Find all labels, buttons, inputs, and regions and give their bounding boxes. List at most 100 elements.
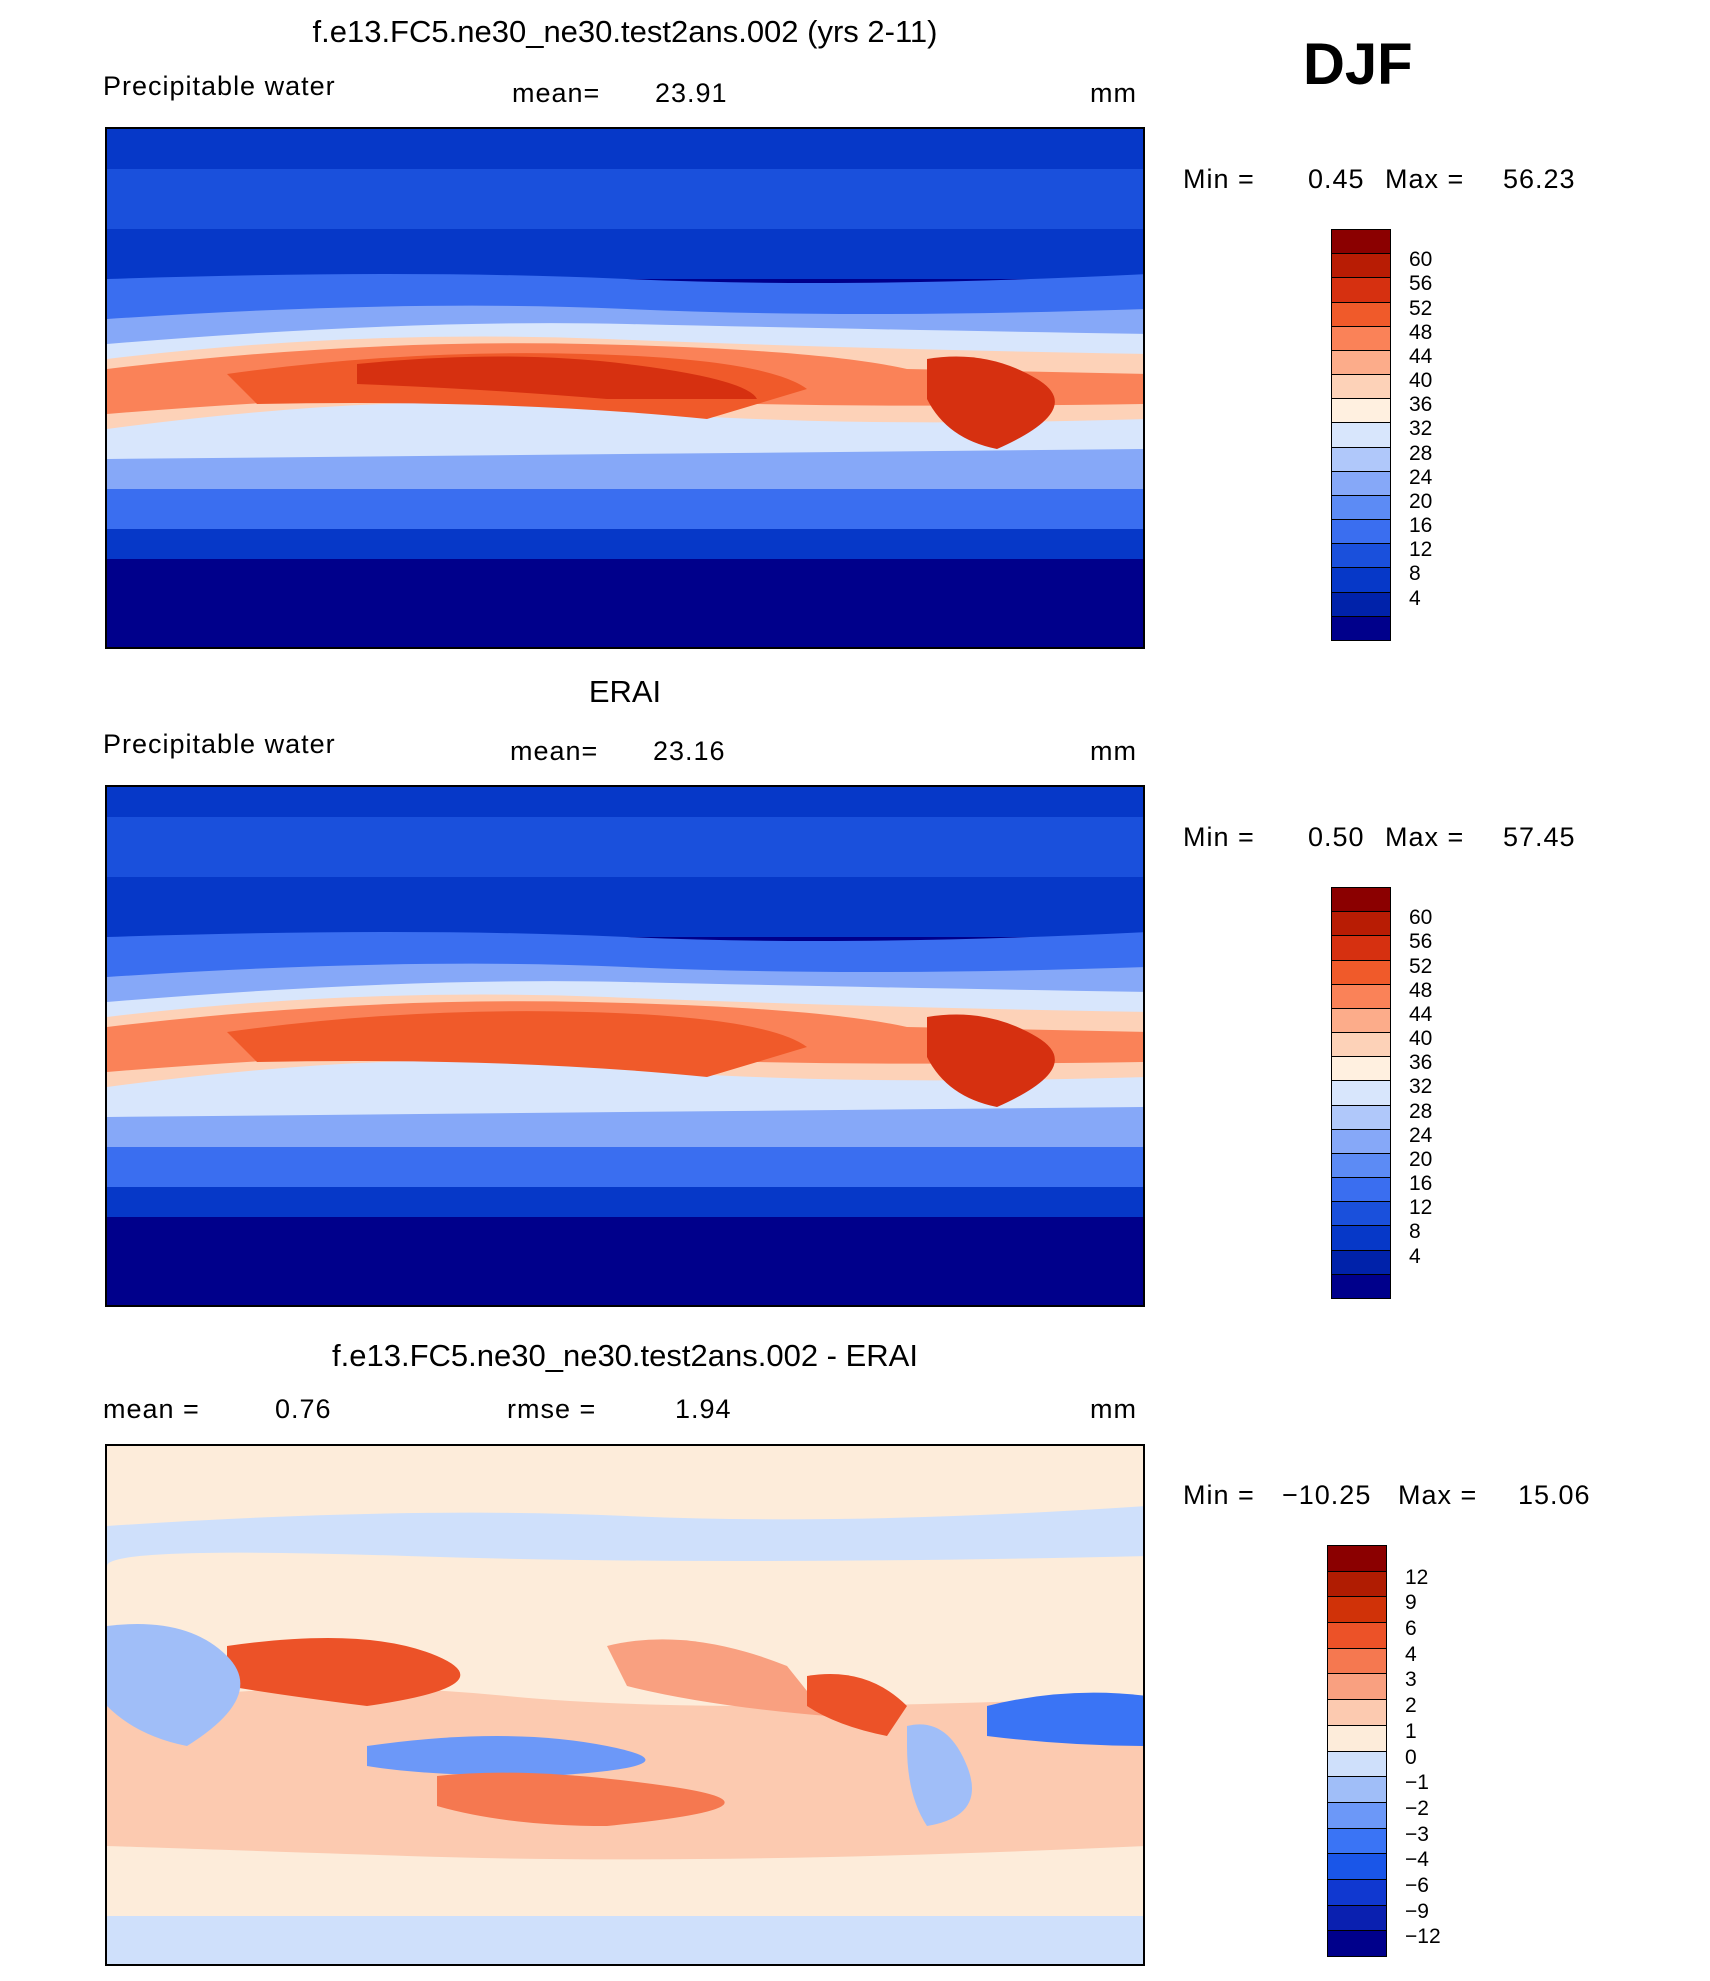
colorbar-tick-label: 48	[1409, 978, 1433, 1002]
colorbar-segment	[1331, 935, 1391, 961]
colorbar-segment	[1327, 1878, 1387, 1906]
colorbar-tick-label: 6	[1405, 1617, 1417, 1641]
colorbar-tick-label: 40	[1409, 1027, 1433, 1051]
colorbar-segment	[1331, 1273, 1391, 1299]
panel1-colorbar: 60 56 52 48 44 40 36 32 28 24 20 16 12 8 4	[1331, 229, 1471, 641]
season-label: DJF	[1303, 32, 1413, 97]
colorbar-segment	[1327, 1904, 1387, 1932]
colorbar-segment	[1331, 1056, 1391, 1082]
panel1-mean-label: mean=	[512, 78, 601, 108]
panel1-max-label: Max =	[1385, 164, 1465, 194]
colorbar-tick-label: −6	[1405, 1873, 1429, 1897]
panel3-map	[105, 1444, 1145, 1966]
panel2-min-value: 0.50	[1308, 822, 1365, 852]
colorbar-tick-label: −12	[1405, 1925, 1441, 1949]
panel3-mean-value: 0.76	[275, 1394, 332, 1424]
colorbar-segment	[1331, 591, 1391, 617]
colorbar-segment	[1331, 615, 1391, 641]
colorbar-tick-label: 60	[1409, 248, 1433, 272]
colorbar-tick-label: 4	[1405, 1642, 1417, 1666]
colorbar-segment	[1327, 1570, 1387, 1598]
colorbar-segment	[1331, 349, 1391, 376]
colorbar-segment	[1331, 398, 1391, 424]
colorbar-tick-label: 56	[1409, 930, 1433, 954]
colorbar-segment	[1331, 422, 1391, 448]
colorbar-segment	[1327, 1724, 1387, 1752]
panel2-title: ERAI	[588, 674, 662, 709]
colorbar-segment	[1327, 1827, 1387, 1855]
colorbar-segment	[1331, 1177, 1391, 1203]
colorbar-tick-label: 1	[1405, 1719, 1417, 1743]
colorbar-segment	[1331, 1249, 1391, 1275]
colorbar-tick-label: 0	[1405, 1745, 1417, 1769]
colorbar-tick-label: 36	[1409, 1051, 1433, 1075]
panel2-map	[105, 785, 1145, 1307]
colorbar-tick-label: 32	[1409, 1075, 1433, 1099]
colorbar-segment	[1327, 1801, 1387, 1829]
colorbar-segment	[1331, 1007, 1391, 1034]
panel3-max-label: Max =	[1398, 1480, 1478, 1510]
colorbar-segment	[1327, 1673, 1387, 1701]
panel2-variable-label: Precipitable water	[103, 729, 336, 759]
panel2-mean-label: mean=	[510, 736, 599, 766]
panel3-mean-label: mean =	[103, 1394, 200, 1424]
colorbar-segment	[1327, 1853, 1387, 1880]
panel2-colorbar: 60 56 52 48 44 40 36 32 28 24 20 16 12 8 4	[1331, 887, 1471, 1299]
colorbar-segment	[1331, 1104, 1391, 1130]
colorbar-tick-label: 8	[1409, 1220, 1421, 1244]
colorbar-segment	[1327, 1750, 1387, 1778]
colorbar-segment	[1331, 543, 1391, 569]
panel3-rmse-label: rmse =	[507, 1394, 597, 1424]
colorbar-segment	[1331, 887, 1391, 913]
panel1-variable-label: Precipitable water	[103, 71, 336, 101]
panel1-map	[105, 127, 1145, 649]
panel2-max-value: 57.45	[1503, 822, 1576, 852]
colorbar-tick-label: 56	[1409, 272, 1433, 296]
colorbar-tick-label: 12	[1409, 538, 1433, 562]
colorbar-segment	[1331, 911, 1391, 937]
colorbar-tick-label: 28	[1409, 1099, 1433, 1123]
panel1-min-value: 0.45	[1308, 164, 1365, 194]
panel1-mean-value: 23.91	[655, 78, 728, 108]
colorbar-tick-label: 40	[1409, 369, 1433, 393]
panel3-max-value: 15.06	[1518, 1480, 1591, 1510]
colorbar-tick-label: 48	[1409, 320, 1433, 344]
panel2-min-label: Min =	[1183, 822, 1255, 852]
panel2-units-label: mm	[1090, 736, 1137, 766]
colorbar-tick-label: 8	[1409, 562, 1421, 586]
colorbar-tick-label: 44	[1409, 1002, 1433, 1026]
colorbar-segment	[1331, 277, 1391, 303]
colorbar-segment	[1331, 983, 1391, 1009]
colorbar-tick-label: 24	[1409, 1123, 1433, 1147]
colorbar-tick-label: 52	[1409, 954, 1433, 978]
colorbar-segment	[1331, 1128, 1391, 1154]
colorbar-segment	[1331, 301, 1391, 327]
panel3-map-field	[107, 1446, 1143, 1964]
colorbar-segment	[1327, 1647, 1387, 1675]
colorbar-segment	[1331, 1225, 1391, 1251]
colorbar-segment	[1331, 519, 1391, 545]
colorbar-segment	[1331, 1032, 1391, 1058]
colorbar-tick-label: 60	[1409, 906, 1433, 930]
colorbar-segment	[1331, 374, 1391, 400]
colorbar-tick-label: −3	[1405, 1822, 1429, 1846]
colorbar-segment	[1327, 1930, 1387, 1957]
panel1-units-label: mm	[1090, 78, 1137, 108]
panel3-min-value: −10.25	[1282, 1480, 1372, 1510]
colorbar-segment	[1331, 494, 1391, 521]
colorbar-tick-label: 36	[1409, 393, 1433, 417]
colorbar-segment	[1331, 1152, 1391, 1179]
panel1-map-field	[107, 129, 1143, 647]
colorbar-segment	[1327, 1545, 1387, 1572]
colorbar-tick-label: 24	[1409, 465, 1433, 489]
colorbar-tick-label: 2	[1405, 1694, 1417, 1718]
colorbar-tick-label: 16	[1409, 514, 1433, 538]
colorbar-segment	[1331, 567, 1391, 593]
colorbar-tick-label: 4	[1409, 1244, 1421, 1268]
panel3-colorbar: 12 9 6 4 3 2 1 0 −1 −2 −3 −4 −6 −9 −12	[1327, 1545, 1477, 1957]
panel3-units-label: mm	[1090, 1394, 1137, 1424]
colorbar-tick-label: 3	[1405, 1668, 1417, 1692]
colorbar-tick-label: −2	[1405, 1796, 1429, 1820]
colorbar-tick-label: 12	[1405, 1565, 1429, 1589]
colorbar-tick-label: 20	[1409, 489, 1433, 513]
